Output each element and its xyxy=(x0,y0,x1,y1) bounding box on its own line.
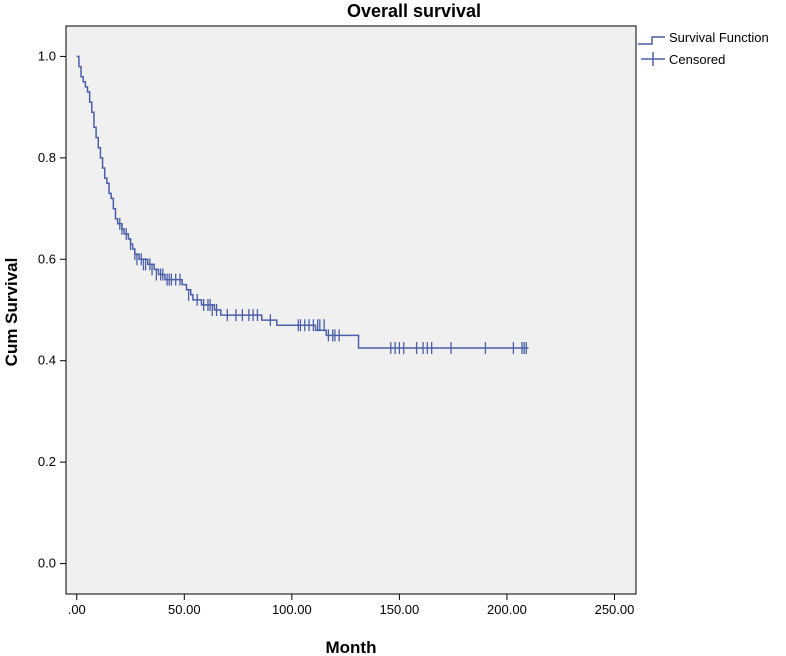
x-tick-label: 200.00 xyxy=(487,602,527,617)
y-tick-label: 1.0 xyxy=(38,48,56,63)
x-tick-label: 250.00 xyxy=(595,602,635,617)
y-axis: 0.0 0.2 0.4 0.6 0.8 1.0 xyxy=(38,48,66,571)
y-tick-label: 0.8 xyxy=(38,150,56,165)
legend-step-icon xyxy=(638,36,665,45)
x-tick-label: 50.00 xyxy=(168,602,201,617)
y-axis-label: Cum Survival xyxy=(2,258,21,367)
legend: Survival Function Censored xyxy=(638,30,769,67)
y-tick-label: 0.2 xyxy=(38,454,56,469)
y-tick-label: 0.0 xyxy=(38,556,56,571)
x-axis-label: Month xyxy=(326,638,377,656)
plot-area xyxy=(65,25,637,595)
x-tick-label: 100.00 xyxy=(272,602,312,617)
x-axis: .00 50.00 100.00 150.00 200.00 250.00 xyxy=(68,594,635,617)
x-tick-label: .00 xyxy=(68,602,86,617)
censor-marks xyxy=(119,217,527,355)
y-tick-label: 0.6 xyxy=(38,251,56,266)
y-tick-label: 0.4 xyxy=(38,353,56,368)
x-tick-label: 150.00 xyxy=(380,602,420,617)
chart-title: Overall survival xyxy=(347,1,481,21)
legend-survival-function: Survival Function xyxy=(669,30,769,45)
legend-censored: Censored xyxy=(669,52,725,67)
